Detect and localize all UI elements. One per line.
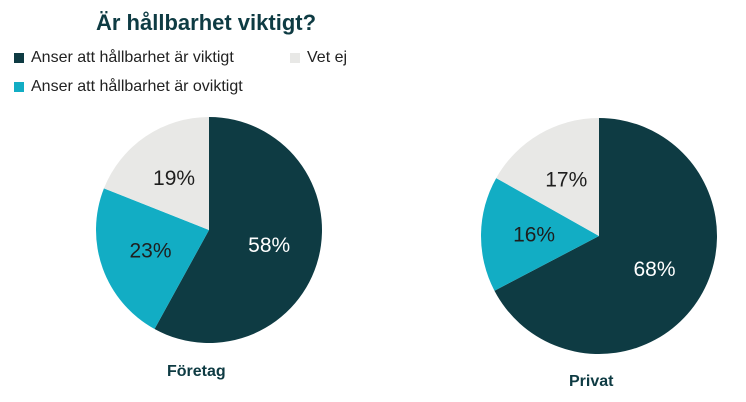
pie-1-slice-0: [494, 118, 717, 355]
pie-0-slice-2: [103, 117, 209, 230]
legend-swatch-dont-know: [290, 53, 300, 63]
pie-0-slice-1-label: 23%: [130, 240, 172, 263]
chart-title: Är hållbarhet viktigt?: [96, 10, 317, 35]
legend-item-unimportant: Anser att hållbarhet är oviktigt: [14, 78, 243, 96]
pie-label-foretag: Företag: [167, 363, 226, 380]
pie-label-privat: Privat: [569, 373, 614, 390]
legend-label-important: Anser att hållbarhet är viktigt: [31, 49, 234, 66]
pie-0-slice-2-label: 19%: [153, 167, 195, 190]
pie-1: 68% 16% 17%: [481, 118, 717, 355]
pie-0: 58% 23% 19%: [96, 117, 322, 343]
pie-0-slice-1: [96, 188, 209, 330]
pie-1-slice-2-label: 17%: [545, 168, 587, 191]
legend-swatch-unimportant: [14, 82, 24, 92]
pie-1-slice-1: [481, 178, 599, 291]
legend-swatch-important: [14, 53, 24, 63]
pie-1-slice-0-label: 68%: [634, 258, 676, 281]
pie-1-slice-1-label: 16%: [513, 223, 555, 246]
legend-label-dont-know: Vet ej: [307, 49, 348, 66]
legend-item-dont-know: Vet ej: [290, 49, 347, 67]
legend-item-important: Anser att hållbarhet är viktigt: [14, 49, 234, 67]
pie-1-slice-2: [496, 118, 599, 236]
legend-label-unimportant: Anser att hållbarhet är oviktigt: [31, 78, 243, 95]
pie-0-slice-0: [154, 117, 322, 343]
pie-0-slice-0-label: 58%: [248, 234, 290, 257]
